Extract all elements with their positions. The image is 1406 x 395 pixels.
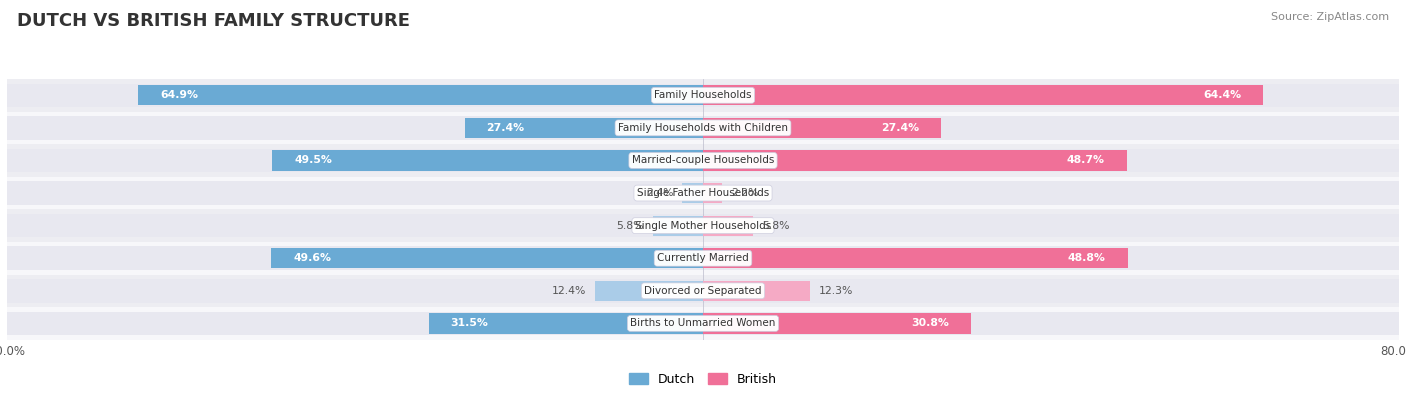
Text: 48.8%: 48.8% (1069, 253, 1105, 263)
Bar (703, 312, 1399, 335)
Text: 5.8%: 5.8% (762, 221, 790, 231)
Bar (7, 209, 1399, 242)
Bar (7, 242, 1399, 275)
Bar (7, 246, 703, 270)
Bar (7, 112, 1399, 144)
Bar (595, 281, 703, 301)
Bar (464, 118, 703, 138)
Text: Married-couple Households: Married-couple Households (631, 156, 775, 166)
Bar (703, 84, 1399, 107)
Text: 27.4%: 27.4% (486, 123, 524, 133)
Text: 64.4%: 64.4% (1204, 90, 1241, 100)
Bar (7, 312, 703, 335)
Bar (703, 281, 810, 301)
Text: Births to Unmarried Women: Births to Unmarried Women (630, 318, 776, 328)
Bar (703, 216, 754, 236)
Text: 48.7%: 48.7% (1067, 156, 1105, 166)
Bar (703, 279, 1399, 303)
Bar (7, 84, 703, 107)
Text: 2.2%: 2.2% (731, 188, 758, 198)
Bar (703, 181, 1399, 205)
Bar (703, 116, 1399, 139)
Text: Divorced or Separated: Divorced or Separated (644, 286, 762, 296)
Text: 30.8%: 30.8% (911, 318, 949, 328)
Text: Family Households: Family Households (654, 90, 752, 100)
Text: 49.5%: 49.5% (294, 156, 332, 166)
Text: 2.4%: 2.4% (645, 188, 673, 198)
Text: 12.4%: 12.4% (553, 286, 586, 296)
Bar (7, 181, 703, 205)
Bar (652, 216, 703, 236)
Bar (703, 149, 1399, 172)
Bar (7, 79, 1399, 111)
Bar (7, 116, 703, 139)
Bar (703, 183, 723, 203)
Bar (703, 214, 1399, 237)
Bar (7, 144, 1399, 177)
Bar (703, 313, 972, 333)
Bar (7, 149, 703, 172)
Text: 49.6%: 49.6% (294, 253, 332, 263)
Text: Single Mother Households: Single Mother Households (636, 221, 770, 231)
Legend: Dutch, British: Dutch, British (624, 368, 782, 391)
Bar (7, 177, 1399, 209)
Bar (682, 183, 703, 203)
Bar (7, 279, 703, 303)
Text: 12.3%: 12.3% (818, 286, 853, 296)
Text: 27.4%: 27.4% (882, 123, 920, 133)
Text: 5.8%: 5.8% (616, 221, 644, 231)
Bar (7, 275, 1399, 307)
Bar (703, 248, 1128, 268)
Bar (7, 214, 703, 237)
Bar (703, 85, 1263, 105)
Text: Source: ZipAtlas.com: Source: ZipAtlas.com (1271, 12, 1389, 22)
Text: 31.5%: 31.5% (451, 318, 489, 328)
Bar (429, 313, 703, 333)
Text: Currently Married: Currently Married (657, 253, 749, 263)
Text: 64.9%: 64.9% (160, 90, 198, 100)
Bar (703, 246, 1399, 270)
Bar (273, 150, 703, 171)
Text: Family Households with Children: Family Households with Children (619, 123, 787, 133)
Text: DUTCH VS BRITISH FAMILY STRUCTURE: DUTCH VS BRITISH FAMILY STRUCTURE (17, 12, 411, 30)
Bar (703, 150, 1126, 171)
Text: Single Father Households: Single Father Households (637, 188, 769, 198)
Bar (703, 118, 942, 138)
Bar (138, 85, 703, 105)
Bar (271, 248, 703, 268)
Bar (7, 307, 1399, 340)
